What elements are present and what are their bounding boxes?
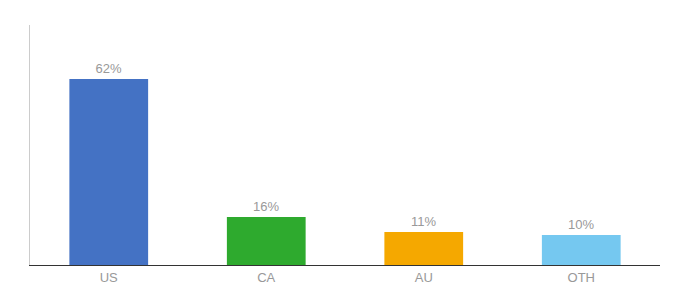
svg-text:OTH: OTH — [568, 270, 595, 285]
svg-text:11%: 11% — [411, 214, 436, 229]
svg-text:US: US — [100, 270, 118, 285]
svg-text:62%: 62% — [96, 61, 122, 76]
svg-text:16%: 16% — [253, 199, 279, 214]
svg-text:CA: CA — [257, 270, 275, 285]
svg-text:10%: 10% — [568, 217, 594, 232]
svg-text:AU: AU — [415, 270, 433, 285]
